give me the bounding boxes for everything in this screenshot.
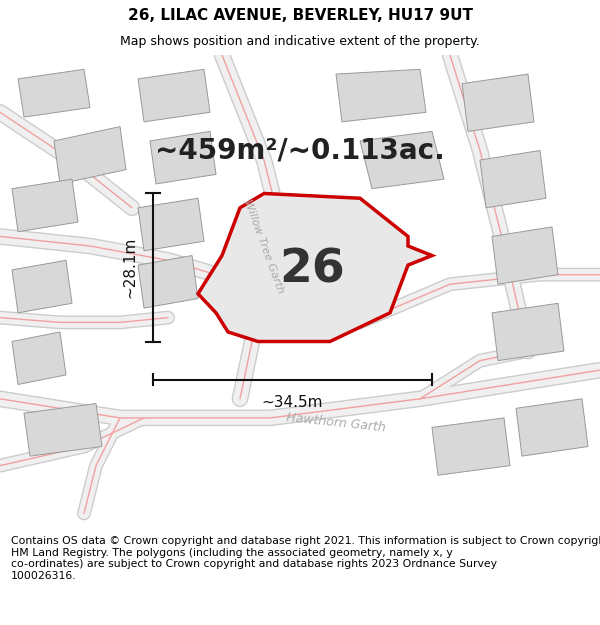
Polygon shape	[18, 69, 90, 117]
Text: Contains OS data © Crown copyright and database right 2021. This information is : Contains OS data © Crown copyright and d…	[11, 536, 600, 581]
Text: ~28.1m: ~28.1m	[122, 237, 138, 298]
Polygon shape	[492, 227, 558, 284]
Polygon shape	[480, 151, 546, 208]
Polygon shape	[462, 74, 534, 131]
Polygon shape	[12, 261, 72, 313]
Polygon shape	[336, 69, 426, 122]
Polygon shape	[198, 194, 432, 341]
Polygon shape	[24, 404, 102, 456]
Polygon shape	[150, 131, 216, 184]
Text: 26: 26	[279, 248, 345, 292]
Polygon shape	[12, 332, 66, 384]
Polygon shape	[138, 198, 204, 251]
Polygon shape	[516, 399, 588, 456]
Polygon shape	[360, 131, 444, 189]
Text: ~34.5m: ~34.5m	[262, 395, 323, 410]
Text: Willow Tree Garth: Willow Tree Garth	[242, 198, 286, 294]
Polygon shape	[12, 179, 78, 232]
Text: 26, LILAC AVENUE, BEVERLEY, HU17 9UT: 26, LILAC AVENUE, BEVERLEY, HU17 9UT	[128, 8, 473, 23]
Polygon shape	[54, 127, 126, 184]
Text: Map shows position and indicative extent of the property.: Map shows position and indicative extent…	[120, 35, 480, 48]
Text: ~459m²/~0.113ac.: ~459m²/~0.113ac.	[155, 136, 445, 164]
Polygon shape	[138, 69, 210, 122]
Polygon shape	[492, 303, 564, 361]
Polygon shape	[138, 256, 198, 308]
Polygon shape	[432, 418, 510, 475]
Text: Hawthorn Garth: Hawthorn Garth	[286, 411, 386, 434]
